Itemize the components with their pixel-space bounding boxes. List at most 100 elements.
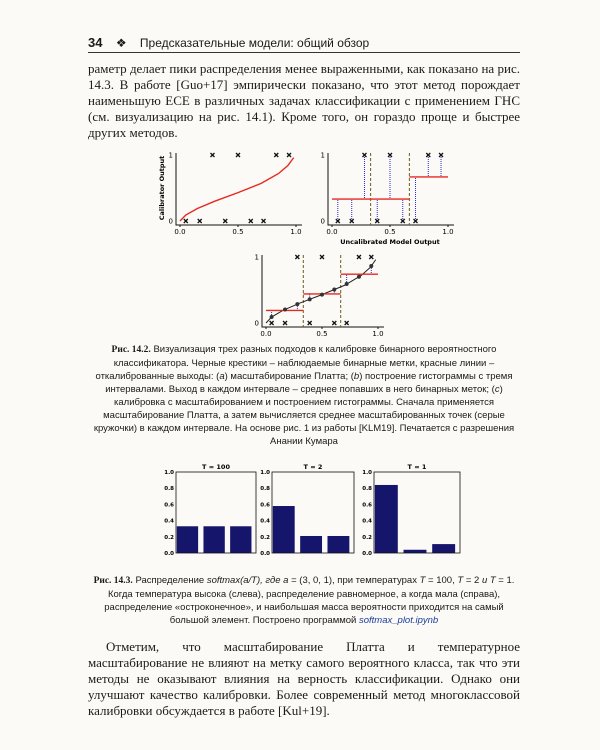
axes: [175, 153, 302, 226]
label-cross-mark: [307, 320, 313, 326]
x-axis-label: Uncalibrated Model Output: [340, 238, 439, 246]
y-tick-label: 1: [169, 152, 173, 160]
figure-14-3: 0.0 0.2 0.4 0.6 0.8 1.0 T = 100 0.0 0.2 0.4 0.6 0.8…: [164, 463, 461, 557]
caption-text: = 1. Когда температура высока (слева), р…: [104, 575, 515, 626]
calibration-plot-c: 0.0 0.5 1.0 0 1: [255, 254, 384, 337]
calibration-curve: [179, 157, 295, 222]
label-cross-mark: [261, 218, 266, 224]
ornament-icon: ❖: [115, 36, 127, 50]
label-cross-mark: [425, 152, 431, 158]
scaled-point: [320, 292, 324, 297]
figure-14-2-caption: Рис. 14.2. Визуализация трех разных подх…: [88, 343, 520, 448]
y-tick-label: 0.0: [164, 551, 174, 557]
scaled-point: [356, 274, 361, 279]
axes: [327, 153, 454, 226]
label-cross-mark: [368, 254, 374, 260]
caption-text: ) калибровка с масштабированием и постро…: [93, 384, 515, 447]
chart-title: T = 2: [304, 463, 323, 471]
scaled-point: [295, 302, 300, 307]
caption-text: ) построение гистограммы с тремя интерва…: [105, 371, 513, 395]
y-tick-label: 1.0: [164, 470, 174, 476]
y-tick-label: 0: [321, 218, 325, 226]
page-number: 34: [88, 35, 103, 50]
label-cross-mark: [269, 320, 275, 326]
y-tick-label: 0.6: [362, 502, 372, 508]
caption-text: Визуализация трех разных подходов к кали…: [95, 344, 497, 382]
label-cross-mark: [374, 218, 380, 224]
intro-paragraph: раметр делает пики распределения менее в…: [88, 61, 520, 141]
chart-title: T = 100: [202, 463, 230, 471]
y-tick-label: 1: [321, 152, 325, 160]
x-tick-label: 1.0: [442, 228, 453, 236]
y-tick-label: 0.4: [164, 519, 174, 525]
figure-14-3-caption: Рис. 14.3. Распределение softmax(a/T), г…: [88, 574, 520, 627]
label-cross-mark: [344, 320, 350, 326]
y-tick-label: 0.8: [164, 486, 174, 492]
intro-text: раметр делает пики распределения менее в…: [88, 61, 520, 140]
softmax-bar-chart: 0.0 0.2 0.4 0.6 0.8 1.0 T = 100: [164, 463, 257, 557]
label-cross-mark: [356, 254, 362, 260]
x-tick-label: 1.0: [372, 330, 383, 337]
y-tick-label: 0.2: [362, 535, 372, 541]
caption-text: softmax(a/T), где a: [206, 575, 289, 586]
caption-text: Распределение: [135, 575, 207, 586]
plot-frame: [373, 471, 461, 554]
chart-title: T = 1: [408, 463, 427, 471]
y-tick-label: 0.0: [362, 551, 372, 557]
running-header: 34 ❖ Предсказательные модели: общий обзо…: [88, 35, 520, 53]
caption-text: T: [457, 575, 464, 586]
y-tick-label: 0.2: [260, 535, 270, 541]
y-tick-label: 0.6: [164, 502, 174, 508]
x-tick-label: 1.0: [290, 228, 301, 236]
softmax-bar-chart: 0.0 0.2 0.4 0.6 0.8 1.0 T = 2: [260, 463, 355, 557]
label-cross-mark: [438, 152, 444, 158]
y-tick-label: 0: [255, 320, 259, 328]
caption-text: = 2: [463, 575, 482, 586]
y-tick-label: 0.4: [260, 519, 270, 525]
caption-text: c: [494, 384, 500, 395]
bar: [230, 526, 252, 553]
running-title: Предсказательные модели: общий обзор: [139, 36, 370, 50]
bar: [432, 544, 456, 553]
bar: [374, 484, 398, 553]
label-cross-mark: [319, 254, 325, 260]
y-tick-label: 0.0: [260, 551, 270, 557]
label-cross-mark: [248, 218, 254, 224]
plot-frame: [271, 471, 355, 554]
y-tick-label: 0.4: [362, 519, 372, 525]
caption-text: = (3, 0, 1), при температурах: [288, 575, 420, 586]
scaled-point: [269, 315, 274, 320]
scaled-point: [283, 307, 288, 312]
figure-label: Рис. 14.3.: [93, 576, 133, 586]
calibration-plot-b: 0.0 0.5 1.0 0 1 Uncalibrated Model Output: [321, 152, 454, 246]
scaled-point: [332, 287, 337, 292]
label-cross-mark: [400, 218, 406, 224]
y-tick-label: 1: [255, 254, 259, 262]
label-cross-mark: [294, 254, 300, 260]
y-axis-label: Calibrator Output: [158, 156, 166, 221]
caption-text: и T: [481, 575, 496, 586]
figure-label: Рис. 14.2.: [111, 345, 151, 355]
bar: [300, 535, 323, 553]
softmax-bar-chart: 0.0 0.2 0.4 0.6 0.8 1.0 T = 1: [362, 463, 461, 557]
bar: [176, 526, 199, 553]
y-tick-label: 1.0: [260, 470, 270, 476]
bar: [272, 506, 295, 553]
label-cross-mark: [413, 218, 418, 224]
caption-text: T: [419, 575, 426, 586]
label-cross-mark: [222, 218, 228, 224]
scaled-point: [307, 297, 312, 302]
label-cross-mark: [335, 218, 341, 224]
notebook-link[interactable]: softmax_plot.ipynb: [359, 615, 439, 626]
x-tick-label: 0.5: [232, 228, 243, 236]
x-tick-label: 0.5: [316, 330, 327, 337]
axes: [261, 255, 384, 328]
label-cross-mark: [282, 320, 288, 326]
y-tick-label: 0.6: [260, 502, 270, 508]
book-page: 34 ❖ Предсказательные модели: общий обзо…: [88, 0, 520, 735]
y-tick-label: 0.8: [362, 486, 372, 492]
calibration-curve: [265, 259, 377, 324]
label-cross-mark: [286, 152, 292, 158]
